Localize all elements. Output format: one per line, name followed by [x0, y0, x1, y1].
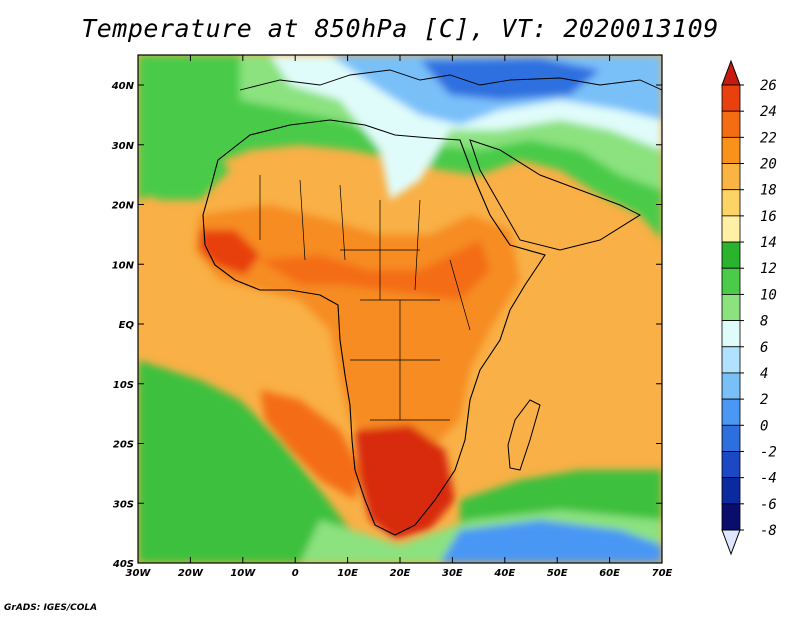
- colorbar-label: 4: [760, 366, 768, 382]
- colorbar-segment: [721, 84, 741, 112]
- green-west-coast: [138, 130, 230, 200]
- colorbar-segment: [721, 398, 741, 426]
- lon-tick-label: 30E: [442, 568, 463, 579]
- colorbar-segment: [721, 294, 741, 321]
- colorbar-label: 8: [760, 314, 768, 330]
- lon-tick-label: 10E: [337, 568, 358, 579]
- very-hot-sahel: [260, 240, 490, 300]
- very-hot-south: [355, 425, 455, 540]
- colorbar-label: 20: [760, 157, 777, 173]
- lon-tick-label: 0: [292, 568, 299, 579]
- colorbar-segment: [721, 163, 741, 191]
- colorbar-label: -8: [760, 523, 777, 539]
- lat-tick-label: 30N: [112, 141, 135, 152]
- colorbar-segment: [721, 267, 741, 295]
- lat-tick-label: 20N: [112, 201, 135, 212]
- lon-tick-label: 50E: [547, 568, 568, 579]
- colorbar-segment: [721, 372, 741, 400]
- lon-tick-label: 40E: [493, 568, 515, 579]
- colorbar-segment: [721, 477, 741, 505]
- lon-tick-label: 30W: [126, 568, 152, 579]
- lat-tick-label: EQ: [119, 320, 135, 331]
- colorbar-segment: [721, 241, 741, 269]
- colorbar-label: 0: [760, 418, 768, 434]
- lon-tick-label: 20W: [178, 568, 204, 579]
- colorbar-segment: [721, 189, 741, 217]
- africa-coastline: [202, 119, 546, 536]
- colorbar-top-triangle: [721, 59, 741, 86]
- chart-title: Temperature at 850hPa [C], VT: 202001310…: [81, 14, 719, 43]
- colorbar-label: 6: [760, 340, 768, 356]
- madagascar: [507, 399, 541, 471]
- map-area: [138, 55, 662, 563]
- colorbar-segment: [721, 503, 741, 531]
- lat-tick-label: 10S: [113, 380, 134, 391]
- country-borders: [259, 175, 471, 421]
- lat-tick-label: 20S: [113, 440, 134, 451]
- lat-tick-label: 40S: [112, 559, 134, 570]
- colorbar-label: 2: [760, 392, 768, 408]
- colorbar-label: 22: [760, 130, 777, 146]
- colorbar-label: 10: [760, 287, 777, 303]
- colorbar-label: 24: [760, 104, 777, 120]
- colorbar-label: 14: [760, 235, 777, 251]
- arabian-peninsula: [469, 139, 642, 251]
- colorbar-segment: [721, 136, 741, 164]
- colorbar-segment: [721, 424, 741, 452]
- lat-tick-label: 40N: [111, 81, 135, 92]
- colorbar-segment: [721, 451, 741, 479]
- very-hot-west: [200, 230, 260, 275]
- lon-tick-label: 10W: [230, 568, 256, 579]
- grads-credit: GrADS: IGES/COLA: [4, 603, 98, 613]
- colorbar-segment: [721, 320, 741, 348]
- latitude-ticks: 40N 30N 20N 10N EQ 10S 20S 30S 40S: [111, 81, 662, 570]
- colorbar-label: -6: [760, 497, 777, 513]
- colorbar-segment: [721, 346, 741, 374]
- colorbar-label: 18: [760, 183, 777, 199]
- lon-tick-label: 70E: [652, 568, 673, 579]
- colorbar-segment: [721, 110, 741, 138]
- longitude-ticks: 30W 20W 10W 0 10E 20E 30E 40E 50E 60E 70E: [126, 55, 673, 579]
- green-south-atlantic: [138, 360, 380, 563]
- colorbar-label: 16: [760, 209, 777, 225]
- colorbar-label: 26: [760, 78, 777, 94]
- lat-tick-label: 30S: [113, 499, 134, 510]
- colorbar-label: 12: [760, 261, 777, 277]
- colorbar-label: -2: [760, 444, 777, 460]
- lat-tick-label: 10N: [112, 260, 135, 271]
- lon-tick-label: 60E: [599, 568, 620, 579]
- colorbar-bottom-triangle: [721, 529, 741, 556]
- europe-outline: [239, 69, 662, 91]
- colorbar-label: -4: [760, 471, 777, 487]
- colorbar-segment: [721, 215, 741, 243]
- hot-south-fringe: [260, 390, 360, 500]
- deep-blue-north: [420, 58, 600, 100]
- lon-tick-label: 20E: [390, 568, 411, 579]
- blue-south: [440, 520, 662, 563]
